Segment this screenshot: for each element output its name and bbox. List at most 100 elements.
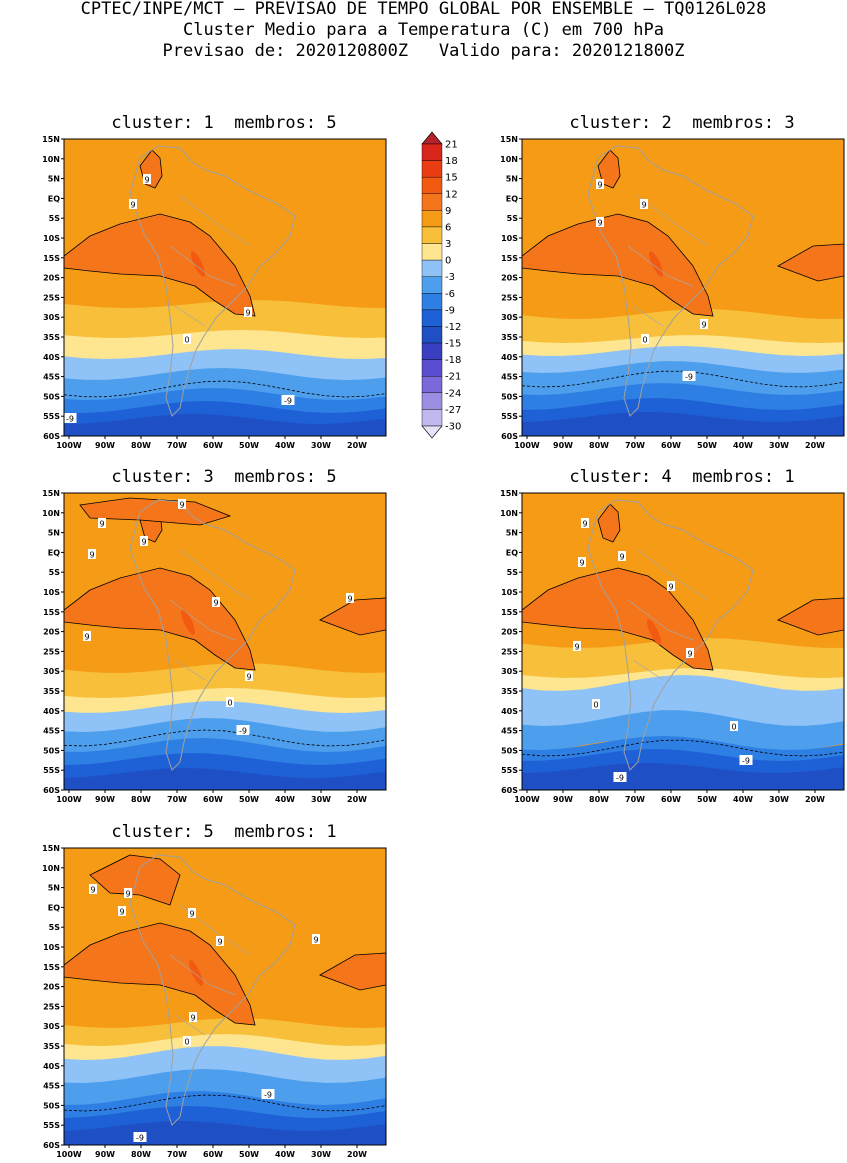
- contour-label-box: [573, 641, 581, 651]
- contour-label: 9: [99, 520, 104, 529]
- contour-label: 9: [597, 219, 602, 228]
- lat-label: EQ: [506, 194, 518, 203]
- contour-label-box: [129, 199, 137, 209]
- lat-label: 5S: [49, 214, 61, 223]
- contour-label: 9: [668, 583, 673, 592]
- contour-label-box: [183, 334, 191, 344]
- lon-label: 100W: [514, 441, 540, 450]
- lat-label: 10N: [42, 864, 60, 873]
- lat-label: 30S: [43, 667, 60, 676]
- lat-label: 15S: [501, 254, 518, 263]
- colorbar-label: 9: [445, 206, 451, 217]
- lat-label: 20S: [43, 628, 60, 637]
- lon-label: 70W: [625, 441, 645, 450]
- lat-label: 10S: [43, 588, 60, 597]
- contour-label: 9: [217, 938, 222, 947]
- colorbar-label: 15: [445, 173, 458, 184]
- contour-label-box: [346, 593, 354, 603]
- plot-frame: [63, 138, 387, 437]
- lat-label: 35S: [501, 333, 518, 342]
- lat-label: 30S: [43, 313, 60, 322]
- lat-label: 60S: [43, 432, 60, 441]
- lat-label: 30S: [43, 1022, 60, 1031]
- forecast-dates: Previsao de: 2020120800Z Valido para: 20…: [162, 41, 685, 61]
- lat-label: EQ: [48, 548, 60, 557]
- contour-label-box: [133, 1132, 147, 1142]
- lat-label: 10S: [501, 588, 518, 597]
- lon-label: 20W: [347, 795, 367, 804]
- color-legend: 21 18 15 12 9 6 3 0 -3 -6 -9 -12 -15 -18 -21 -24 -27 -30: [421, 131, 461, 439]
- lat-label: 50S: [501, 392, 518, 401]
- lon-label: 70W: [167, 795, 187, 804]
- colorbar-label: -21: [445, 372, 461, 383]
- warm-area-9: [319, 597, 386, 636]
- lat-label: 20S: [43, 274, 60, 283]
- hot-core-12: [189, 960, 203, 986]
- panel-title-1: cluster: 1 membros: 5: [111, 113, 337, 133]
- lat-label: 45S: [43, 373, 60, 382]
- lon-label: 90W: [95, 1150, 115, 1159]
- lon-label: 40W: [275, 441, 295, 450]
- lat-label: 30S: [501, 313, 518, 322]
- contour-label: -9: [284, 397, 292, 406]
- warm-area-9: [319, 952, 386, 991]
- temp-band--15: [522, 412, 844, 436]
- lat-label: 50S: [43, 746, 60, 755]
- lat-label: 15N: [500, 490, 518, 498]
- warm-area-9: [522, 213, 714, 317]
- lat-label: 60S: [501, 432, 518, 441]
- contour-label-box: [183, 1036, 191, 1046]
- lat-label: 5N: [506, 529, 518, 538]
- lon-label: 40W: [275, 1150, 295, 1159]
- colorbar-swatch: [421, 293, 443, 311]
- temp-band--6: [522, 710, 844, 756]
- contour-label: 0: [227, 699, 232, 708]
- contour-label: 9: [130, 201, 135, 210]
- lon-label: 30W: [769, 795, 789, 804]
- lon-label: 20W: [805, 441, 825, 450]
- lon-label: 30W: [311, 441, 331, 450]
- lon-label: 50W: [239, 1150, 259, 1159]
- contour-label-box: [578, 557, 586, 567]
- temp-band--15: [64, 768, 386, 790]
- temp-band--15: [64, 414, 386, 436]
- contour-label-box: [613, 772, 627, 782]
- contour-label-box: [83, 631, 91, 641]
- contour-label-box: [216, 936, 224, 946]
- lat-label: 45S: [43, 1082, 60, 1091]
- colorbar-label: -18: [445, 355, 461, 366]
- contour-label: 9: [141, 538, 146, 547]
- plot-frame: [521, 492, 845, 791]
- contour-label-box: [641, 334, 649, 344]
- lat-label: 30S: [501, 667, 518, 676]
- lat-label: 10N: [500, 509, 518, 518]
- panel-title-2: cluster: 2 membros: 3: [569, 113, 795, 133]
- lat-label: 40S: [501, 707, 518, 716]
- lat-label: 55S: [43, 1121, 60, 1130]
- colorbar-swatch: [421, 160, 443, 178]
- lon-label: 60W: [203, 441, 223, 450]
- contour-label-box: [686, 648, 694, 658]
- colorbar-swatch: [421, 276, 443, 294]
- lon-label: 70W: [167, 1150, 187, 1159]
- lon-label: 90W: [95, 441, 115, 450]
- temp-band-0: [64, 330, 386, 363]
- contour-label-box: [118, 906, 126, 916]
- contour-label: 9: [125, 890, 130, 899]
- main-title: CPTEC/INPE/MCT – PREVISAO DE TEMPO GLOBA…: [80, 0, 767, 19]
- contour-label: -9: [264, 1091, 272, 1100]
- lon-label: 70W: [625, 795, 645, 804]
- temp-band--3: [64, 349, 386, 384]
- lat-label: 5S: [49, 568, 61, 577]
- panel-title-3: cluster: 3 membros: 5: [111, 467, 337, 487]
- contour-label: 9: [144, 176, 149, 185]
- map-panel-4: 9 9 9 9 9 9 0 0 -9 -9 15N 10N 5N EQ 5S 10S 15S 20S 25S 30S 3…: [500, 490, 845, 804]
- contour-label: 9: [597, 181, 602, 190]
- contour-label: 9: [84, 633, 89, 642]
- warm-area-9: [64, 567, 256, 671]
- colorbar-label: -24: [445, 388, 461, 399]
- lon-label: 80W: [131, 795, 151, 804]
- warm-area-9: [89, 854, 181, 906]
- colorbar-label: 0: [445, 256, 451, 267]
- lat-label: 20S: [501, 628, 518, 637]
